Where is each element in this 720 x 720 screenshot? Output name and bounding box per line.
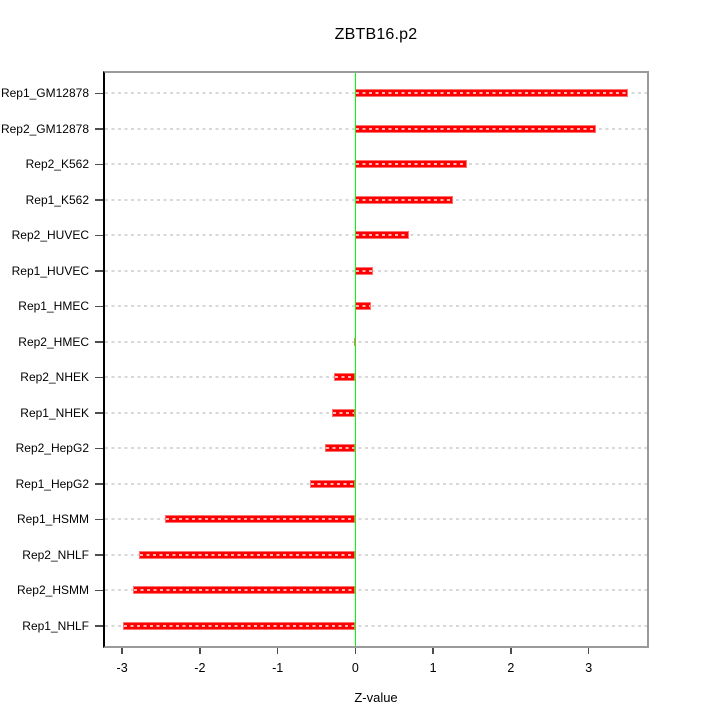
y-axis-label: Rep1_K562 [25, 192, 89, 207]
x-tick [276, 648, 279, 654]
gridline [105, 624, 647, 627]
y-axis-label: Rep1_HMEC [18, 299, 89, 314]
y-axis-label: Rep1_NHLF [22, 618, 89, 633]
zero-reference-line [354, 73, 357, 646]
bar-dash-pattern [326, 447, 355, 450]
bar-dash-pattern [356, 92, 627, 95]
bar-dash-pattern [356, 163, 466, 166]
gridline [105, 518, 647, 521]
bar-rep2-nhlf [139, 550, 356, 559]
y-tick [95, 341, 103, 343]
y-axis-label: Rep1_HepG2 [15, 476, 89, 491]
y-tick [95, 554, 103, 556]
gridline [105, 553, 647, 556]
bar-rep1-hepg2 [309, 479, 356, 488]
bar-dash-pattern [333, 411, 355, 414]
y-axis-label: Rep2_HepG2 [15, 441, 89, 456]
y-tick [95, 270, 103, 272]
bar-rep2-hsmm [132, 586, 356, 595]
y-axis-label: Rep1_HUVEC [11, 263, 89, 278]
bar-rep1-nhek [332, 408, 356, 417]
gridline [105, 589, 647, 592]
y-axis-label: Rep1_NHEK [20, 405, 89, 420]
gridline [105, 269, 647, 272]
bar-dash-pattern [356, 305, 370, 308]
bar-rep2-k562 [355, 160, 467, 169]
bar-rep2-hepg2 [325, 444, 356, 453]
x-tick [587, 648, 590, 654]
bar-dash-pattern [123, 624, 355, 627]
bar-dash-pattern [165, 518, 355, 521]
bar-rep2-gm12878 [355, 124, 597, 133]
bar-rep1-hmec [355, 302, 371, 311]
y-tick [95, 376, 103, 379]
x-tick [510, 648, 512, 654]
y-tick [95, 163, 103, 166]
y-tick [95, 625, 103, 627]
x-tick-label: -1 [272, 661, 284, 675]
y-tick [95, 589, 103, 592]
x-tick [354, 648, 357, 654]
y-axis-label: Rep2_HUVEC [11, 228, 89, 243]
gridline [105, 482, 647, 485]
gridline [105, 305, 647, 308]
x-tick [432, 648, 434, 654]
bar-rep2-nhek [334, 373, 356, 382]
y-tick [95, 412, 103, 414]
bar-rep1-huvec [355, 266, 374, 275]
bar-rep2-huvec [355, 231, 410, 240]
gridline [105, 447, 647, 450]
bar-dash-pattern [335, 376, 355, 379]
bar-dash-pattern [133, 589, 355, 592]
x-tick-label: -3 [116, 661, 128, 675]
bar-dash-pattern [356, 269, 373, 272]
x-tick-label: 3 [585, 661, 593, 675]
y-tick [95, 234, 103, 237]
y-tick [95, 199, 103, 201]
y-axis-label: Rep1_HSMM [16, 512, 89, 527]
gridline [105, 376, 647, 379]
y-axis-label: Rep2_NHLF [22, 547, 89, 562]
y-tick [95, 92, 103, 95]
bar-rep1-nhlf [122, 621, 356, 630]
bar-dash-pattern [356, 198, 453, 201]
x-tick-label: 1 [429, 661, 437, 675]
x-axis-title: Z-value [354, 690, 398, 705]
x-tick-label: -2 [194, 661, 206, 675]
plot-area [103, 71, 649, 648]
bar-dash-pattern [140, 553, 355, 556]
y-tick [95, 128, 103, 130]
y-tick [95, 447, 103, 450]
y-tick [95, 518, 103, 521]
gridline [105, 411, 647, 414]
y-tick [95, 483, 103, 485]
bar-dash-pattern [310, 482, 355, 485]
bar-dash-pattern [356, 127, 596, 130]
gridline [105, 340, 647, 343]
x-tick-label: 0 [351, 661, 359, 675]
y-axis-label: Rep2_GM12878 [0, 121, 89, 136]
y-tick [95, 305, 103, 308]
bar-dash-pattern [356, 234, 409, 237]
chart-title: ZBTB16.p2 [334, 26, 418, 43]
y-axis-label: Rep2_HMEC [18, 334, 89, 349]
y-axis-label: Rep2_K562 [25, 157, 89, 172]
y-axis-label: Rep2_HSMM [16, 583, 89, 598]
x-tick-label: 2 [507, 661, 515, 675]
bar-rep1-hsmm [164, 515, 356, 524]
bar-rep1-k562 [355, 195, 454, 204]
x-tick [199, 648, 201, 654]
x-tick [121, 648, 123, 654]
y-axis-label: Rep2_NHEK [20, 370, 89, 385]
y-axis-label: Rep1_GM12878 [0, 86, 89, 101]
bar-rep1-gm12878 [355, 89, 628, 98]
